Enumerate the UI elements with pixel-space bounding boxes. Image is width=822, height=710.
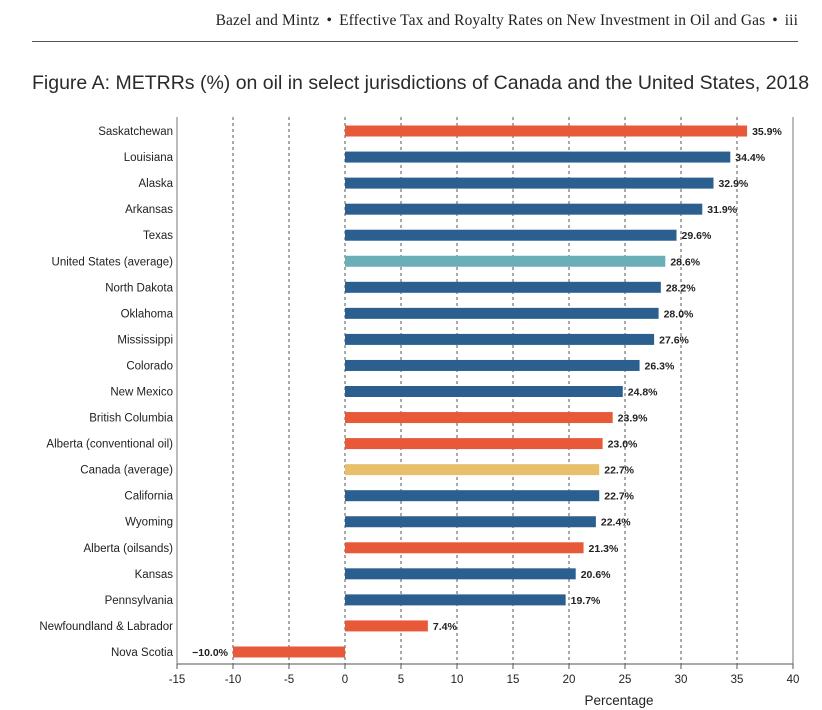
bar — [345, 359, 640, 371]
category-label: Alberta (conventional oil) — [46, 439, 173, 451]
bar — [345, 386, 623, 397]
x-tick-label: 40 — [787, 674, 800, 686]
value-label: 23.9% — [618, 413, 648, 425]
bar — [345, 333, 655, 345]
category-label: North Dakota — [105, 282, 173, 294]
x-tick-label: 30 — [675, 674, 688, 686]
x-tick-label: 25 — [619, 674, 632, 686]
category-label: Pennsylvania — [105, 595, 174, 607]
x-tick-label: 20 — [563, 674, 576, 686]
header-separator: • — [772, 12, 778, 29]
value-label: 28.0% — [664, 308, 694, 320]
value-label: 7.4% — [433, 621, 458, 633]
bar — [345, 255, 666, 267]
value-label: 22.4% — [601, 517, 631, 529]
x-tick-label: -15 — [169, 674, 186, 686]
value-label: 28.2% — [666, 282, 696, 294]
bar — [345, 490, 600, 502]
header-page-number: iii — [784, 12, 798, 29]
category-label: Canada (average) — [80, 465, 173, 477]
category-label: Oklahoma — [121, 308, 174, 320]
header-rule — [32, 41, 798, 42]
header-title: Effective Tax and Royalty Rates on New I… — [339, 12, 766, 29]
bar — [345, 203, 703, 215]
value-label: 19.7% — [571, 595, 601, 607]
category-label: British Columbia — [89, 413, 173, 425]
value-label: 27.6% — [659, 334, 689, 346]
x-tick-label: -5 — [284, 674, 294, 686]
x-tick-label: 5 — [398, 674, 404, 686]
value-label: 34.4% — [735, 152, 765, 164]
bar — [345, 438, 603, 450]
value-label: 32.9% — [718, 178, 748, 190]
bar — [345, 568, 576, 580]
category-label: Alaska — [138, 178, 173, 190]
value-label: 20.6% — [581, 569, 611, 581]
category-label: California — [124, 491, 173, 503]
bar — [345, 281, 661, 293]
bar — [345, 542, 584, 554]
figure-title: Figure A: METRRs (%) on oil in select ju… — [32, 72, 810, 94]
bar — [345, 125, 748, 137]
bar — [345, 151, 731, 163]
category-label: Newfoundland & Labrador — [39, 621, 173, 633]
value-label: 22.7% — [604, 465, 634, 477]
bar — [345, 464, 600, 476]
bar — [345, 412, 613, 424]
value-label: 22.7% — [604, 491, 634, 503]
category-label: Mississippi — [117, 334, 173, 346]
category-label: New Mexico — [110, 387, 173, 399]
bar — [345, 177, 714, 189]
value-label: 21.3% — [589, 543, 619, 555]
category-label: Colorado — [126, 360, 173, 372]
value-label: −10.0% — [192, 647, 229, 659]
bar — [345, 307, 659, 319]
category-label: Louisiana — [124, 152, 174, 164]
bar — [345, 229, 677, 241]
category-label: Saskatchewan — [98, 126, 173, 138]
category-label: Wyoming — [125, 517, 173, 529]
bar — [345, 594, 566, 606]
x-tick-label: 15 — [507, 674, 520, 686]
page-header: Bazel and Mintz • Effective Tax and Royalt… — [216, 12, 798, 30]
value-label: 35.9% — [752, 126, 782, 138]
header-separator: • — [326, 12, 333, 29]
x-tick-label: -10 — [225, 674, 242, 686]
value-label: 24.8% — [628, 387, 658, 399]
value-label: 26.3% — [645, 360, 675, 372]
category-label: United States (average) — [52, 256, 174, 268]
value-label: 28.6% — [670, 256, 700, 268]
category-label: Nova Scotia — [111, 647, 174, 659]
value-label: 29.6% — [682, 230, 712, 242]
value-label: 23.0% — [608, 439, 638, 451]
x-axis-label: Percentage — [584, 693, 653, 708]
category-label: Arkansas — [125, 204, 173, 216]
bar — [233, 646, 345, 658]
category-label: Alberta (oilsands) — [84, 543, 174, 555]
x-tick-label: 10 — [451, 674, 464, 686]
bar — [345, 620, 428, 632]
bar — [345, 516, 596, 528]
x-tick-label: 0 — [342, 674, 348, 686]
x-tick-label: 35 — [731, 674, 744, 686]
value-label: 31.9% — [707, 204, 737, 216]
category-label: Kansas — [135, 569, 174, 581]
category-label: Texas — [143, 230, 173, 242]
header-authors: Bazel and Mintz — [215, 12, 320, 29]
